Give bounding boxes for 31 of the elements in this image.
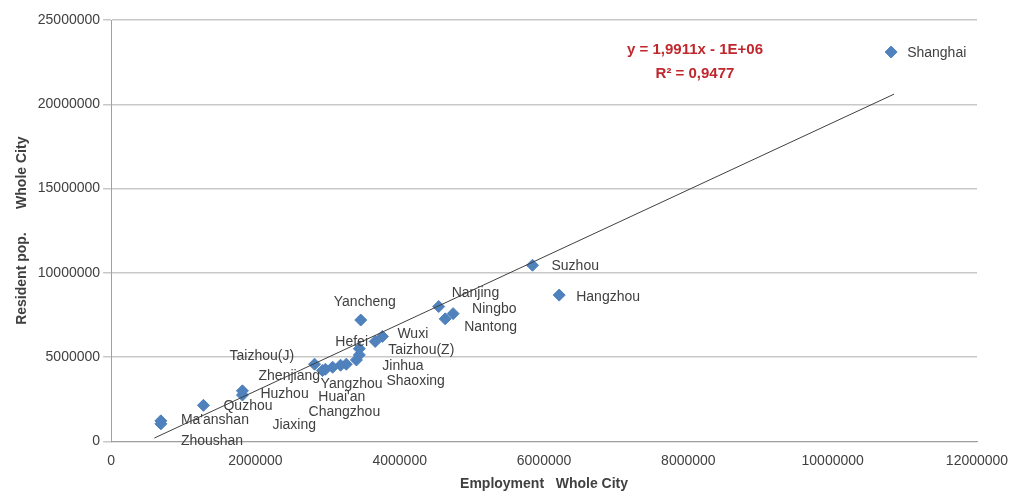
data-label: Taizhou(J): [229, 347, 295, 364]
data-label: Shaoxing: [386, 371, 445, 388]
data-label: Shanghai: [907, 43, 967, 60]
y-tick-label: 20000000: [37, 95, 101, 112]
annotation: R² = 0,9477: [655, 64, 735, 82]
y-tick-label: 15000000: [37, 179, 101, 196]
data-label: Jinhua: [382, 356, 424, 373]
y-tick-label: 10000000: [37, 263, 101, 280]
x-tick-label: 10000000: [801, 451, 865, 468]
y-tick-label: 25000000: [37, 10, 101, 27]
x-axis-title: Employment Whole City: [460, 475, 629, 492]
x-tick-label: 12000000: [945, 451, 1009, 468]
data-label: Ningbo: [472, 300, 517, 317]
y-tick-label: 0: [92, 432, 101, 449]
x-tick-label: 2000000: [228, 451, 283, 468]
annotation: y = 1,9911x - 1E+06: [627, 40, 763, 58]
data-label: Suzhou: [551, 257, 599, 274]
data-label: Taizhou(Z): [388, 341, 455, 358]
data-label: Zhoushan: [180, 431, 244, 448]
data-label: Hangzhou: [576, 287, 641, 304]
x-tick-label: 4000000: [372, 451, 428, 468]
y-tick-label: 5000000: [45, 347, 101, 364]
data-label: Wuxi: [397, 325, 429, 342]
data-label: Nantong: [464, 317, 518, 334]
x-tick-label: 8000000: [661, 451, 716, 468]
x-tick-label: 0: [107, 451, 116, 468]
x-tick-label: 6000000: [516, 451, 572, 468]
data-label: Yancheng: [333, 292, 396, 309]
data-label: Yangzhou: [320, 375, 383, 392]
data-label: Hefei: [335, 332, 368, 349]
y-axis-title: Resident pop. Whole City: [13, 136, 30, 325]
